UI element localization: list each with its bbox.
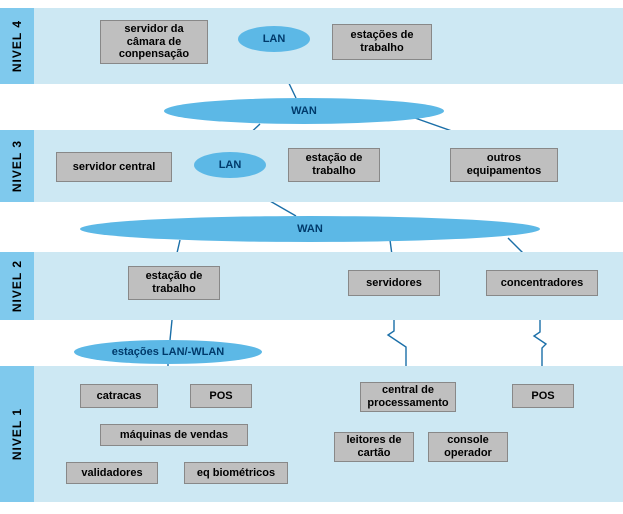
level-label-col-n2: NIVEL 2 [0,252,34,320]
box-b_eq_bio: eq biométricos [184,462,288,484]
box-b_est_trab2: estação de trabalho [128,266,220,300]
box-b_console: console operador [428,432,508,462]
box-b_estacoes_trab: estações de trabalho [332,24,432,60]
box-b_catracas: catracas [80,384,158,408]
ellipse-e_wan23: WAN [80,216,540,242]
box-b_srv_central: servidor central [56,152,172,182]
box-b_leitores: leitores de cartão [334,432,414,462]
box-b_srv_camara: servidor da câmara de conpensação [100,20,208,64]
level-band-n4: NIVEL 4 [0,8,623,84]
box-b_pos2: POS [512,384,574,408]
level-label-n1: NIVEL 1 [10,408,24,460]
ellipse-e_lan3: LAN [194,152,266,178]
box-b_outros_eq: outros equipamentos [450,148,558,182]
level-label-n4: NIVEL 4 [10,20,24,72]
level-label-n3: NIVEL 3 [10,140,24,192]
level-label-col-n3: NIVEL 3 [0,130,34,202]
level-label-col-n1: NIVEL 1 [0,366,34,502]
box-b_servidores: servidores [348,270,440,296]
box-b_maq_vendas: máquinas de vendas [100,424,248,446]
box-b_central_proc: central de processamento [360,382,456,412]
box-b_pos1: POS [190,384,252,408]
box-b_concentr: concentradores [486,270,598,296]
level-label-n2: NIVEL 2 [10,260,24,312]
box-b_validadores: validadores [66,462,158,484]
ellipse-e_wan34: WAN [164,98,444,124]
box-b_est_trab3: estação de trabalho [288,148,380,182]
ellipse-e_lanwlan: estações LAN/-WLAN [74,340,262,364]
level-label-col-n4: NIVEL 4 [0,8,34,84]
ellipse-e_lan4: LAN [238,26,310,52]
